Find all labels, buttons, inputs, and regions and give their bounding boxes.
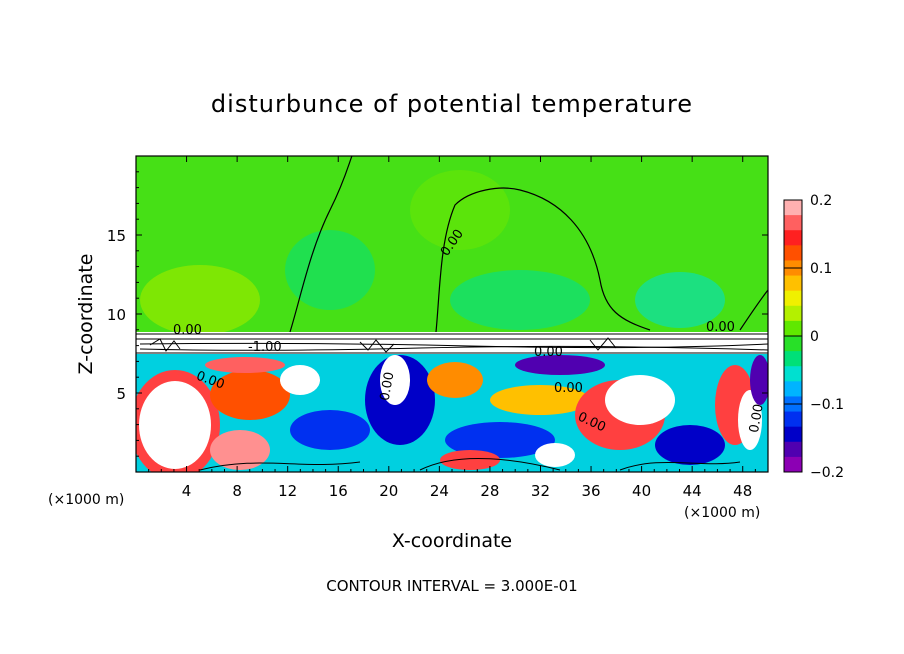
contour-label: -1.00	[248, 340, 282, 355]
band-contours	[136, 333, 768, 354]
field-patch	[140, 265, 260, 335]
colorbar-swatch	[784, 366, 802, 382]
lower-contours	[199, 458, 741, 471]
x-unit-right: (×1000 m)	[684, 505, 760, 521]
x-tick-label: 20	[379, 482, 398, 500]
colorbar: 0.2 0.1 0 −0.1 −0.2	[783, 193, 844, 481]
x-tick-label: 40	[632, 482, 651, 500]
field-patch	[450, 270, 590, 330]
field-patch	[635, 272, 725, 328]
colorbar-swatch	[784, 441, 802, 458]
colorbar-swatch	[784, 351, 802, 367]
y-axis-label: Z-coordinate	[75, 254, 97, 375]
contour-label: 0.00	[747, 403, 767, 434]
x-tick-label: 36	[581, 482, 600, 500]
contour-label: 0.00	[378, 371, 398, 402]
contour-label: 0.00	[173, 323, 202, 338]
colorbar-tick-label: 0	[810, 329, 819, 345]
colorbar-tick-label: 0.2	[810, 193, 832, 209]
colorbar-swatch	[784, 456, 802, 473]
contour-label: 0.00	[534, 345, 563, 360]
x-tick-label: 24	[430, 482, 449, 500]
y-axis: 5 10 15	[107, 171, 768, 457]
y-tick-label: 15	[107, 227, 126, 245]
colorbar-tick-label: −0.1	[810, 397, 844, 413]
x-tick-label: 12	[278, 482, 297, 500]
plot-area	[136, 156, 768, 472]
x-tick-label: 28	[480, 482, 499, 500]
colorbar-tick-label: −0.2	[810, 465, 844, 481]
field-eddies	[136, 355, 768, 472]
colorbar-swatch	[784, 200, 802, 216]
colorbar-swatch	[784, 290, 802, 307]
colorbar-swatch	[784, 336, 802, 352]
colorbar-swatch	[784, 215, 802, 231]
colorbar-swatch	[784, 320, 802, 337]
colorbar-swatch	[784, 426, 802, 443]
field-band	[136, 332, 768, 354]
colorbar-swatch	[784, 275, 802, 292]
x-tick-label: 8	[232, 482, 242, 500]
y-tick-label: 10	[107, 306, 126, 324]
y-tick-label: 5	[116, 385, 126, 403]
contour-label: 0.00	[554, 381, 583, 396]
colorbar-swatch	[784, 305, 802, 322]
x-tick-label: 16	[329, 482, 348, 500]
colorbar-swatch	[784, 411, 802, 428]
colorbar-swatch	[784, 230, 802, 246]
x-tick-label: 48	[733, 482, 752, 500]
x-tick-label: 32	[531, 482, 550, 500]
x-unit-left: (×1000 m)	[48, 492, 124, 508]
colorbar-swatch	[784, 245, 802, 261]
field-patch	[285, 230, 375, 310]
colorbar-tick-label: 0.1	[810, 261, 832, 277]
colorbar-swatch	[784, 381, 802, 397]
x-tick-label: 4	[182, 482, 192, 500]
contour-interval-footer: CONTOUR INTERVAL = 3.000E-01	[326, 577, 577, 595]
contour-label: 0.00	[706, 320, 735, 335]
zero-contour	[289, 156, 768, 333]
chart-title: disturbunce of potential temperature	[211, 90, 693, 118]
x-axis: 4 8 12 16 20 24 28 32 36 40 44 48	[148, 156, 756, 500]
x-axis-label: X-coordinate	[392, 530, 512, 552]
x-tick-label: 44	[683, 482, 702, 500]
